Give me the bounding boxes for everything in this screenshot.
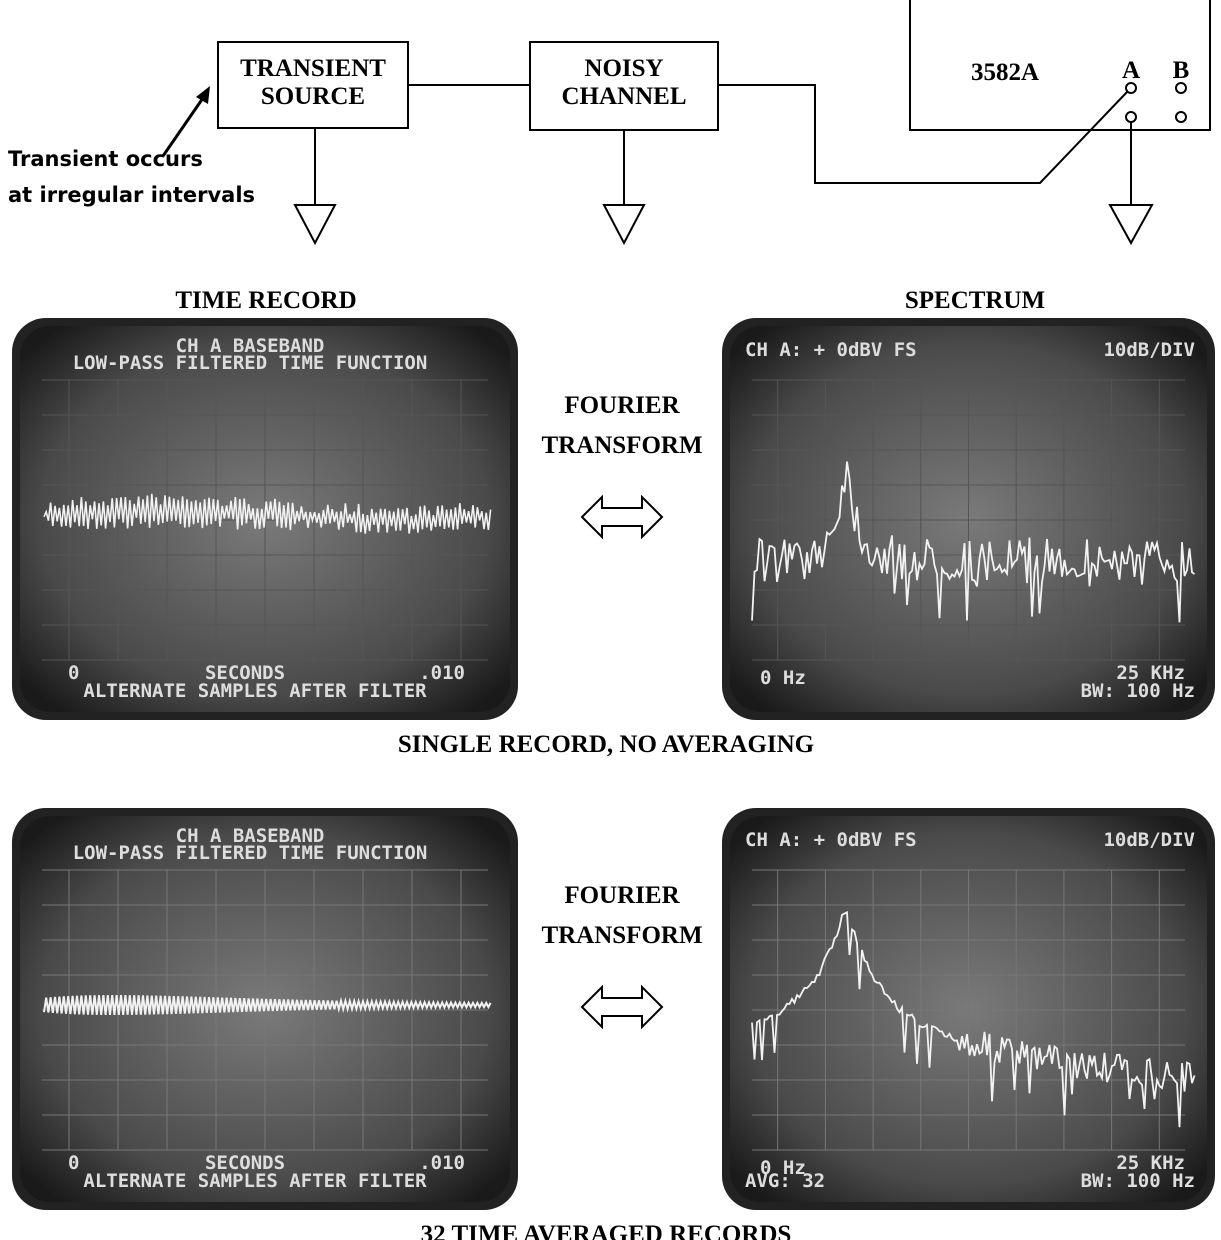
screen-text: LOW-PASS FILTERED TIME FUNCTION bbox=[73, 352, 428, 374]
caption: SINGLE RECORD, NO AVERAGING bbox=[398, 731, 814, 758]
double-arrow bbox=[580, 984, 664, 1030]
screen-text: SECONDS bbox=[205, 662, 285, 684]
screen-text: BW: 100 Hz bbox=[1081, 680, 1195, 702]
source-label: SOURCE bbox=[261, 83, 365, 110]
spectrum-waveform bbox=[751, 461, 1195, 623]
double-arrow bbox=[580, 494, 664, 540]
screen-text: SECONDS bbox=[205, 1152, 285, 1174]
time-waveform bbox=[43, 493, 492, 534]
screen-text: CH A: + 0dBV FS bbox=[745, 829, 917, 851]
screen-text: 0 bbox=[68, 662, 79, 684]
source-box bbox=[217, 41, 409, 129]
column-label: TIME RECORD bbox=[175, 287, 356, 314]
screen-text: 25 KHz bbox=[1116, 1152, 1185, 1174]
input-b-label: B bbox=[1173, 57, 1190, 84]
transform-label: FOURIER bbox=[564, 882, 680, 909]
connectors bbox=[161, 82, 1187, 246]
screen-text: 25 KHz bbox=[1116, 662, 1185, 684]
source-label: TRANSIENT bbox=[240, 55, 386, 82]
transform-label: TRANSFORM bbox=[541, 432, 702, 459]
screen-text: 10dB/DIV bbox=[1103, 829, 1195, 851]
note: Transient occurs bbox=[8, 147, 203, 171]
transform-label: FOURIER bbox=[564, 392, 680, 419]
column-label: SPECTRUM bbox=[905, 287, 1045, 314]
screen-text: CH A: + 0dBV FS bbox=[745, 339, 917, 361]
screen-text: ALTERNATE SAMPLES AFTER FILTER bbox=[83, 680, 427, 702]
analyzer-model: 3582A bbox=[971, 59, 1039, 86]
time-waveform bbox=[43, 994, 492, 1016]
caption: 32 TIME AVERAGED RECORDS bbox=[421, 1221, 792, 1240]
input-a-label: A bbox=[1122, 57, 1140, 84]
channel-box bbox=[529, 41, 719, 131]
channel-label: NOISY bbox=[584, 55, 663, 82]
screen-text: BW: 100 Hz bbox=[1081, 1170, 1195, 1192]
screen-text: LOW-PASS FILTERED TIME FUNCTION bbox=[73, 842, 428, 864]
transform-label: TRANSFORM bbox=[541, 922, 702, 949]
screen-text: AVG: 32 bbox=[745, 1170, 825, 1192]
screen-text: .010 bbox=[419, 1152, 465, 1174]
analyzer-box bbox=[909, 0, 1211, 131]
note: at irregular intervals bbox=[8, 183, 255, 207]
channel-label: CHANNEL bbox=[561, 83, 686, 110]
screen-text: CH A BASEBAND bbox=[176, 335, 325, 357]
screen-text: 0 Hz bbox=[760, 1157, 806, 1179]
screen-text: CH A BASEBAND bbox=[176, 825, 325, 847]
screen-text: .010 bbox=[419, 662, 465, 684]
spectrum-waveform bbox=[751, 910, 1196, 1128]
screen-text: 0 Hz bbox=[760, 667, 806, 689]
screen-text: 10dB/DIV bbox=[1103, 339, 1195, 361]
screen-text: 0 bbox=[68, 1152, 79, 1174]
screen-text: ALTERNATE SAMPLES AFTER FILTER bbox=[83, 1170, 427, 1192]
